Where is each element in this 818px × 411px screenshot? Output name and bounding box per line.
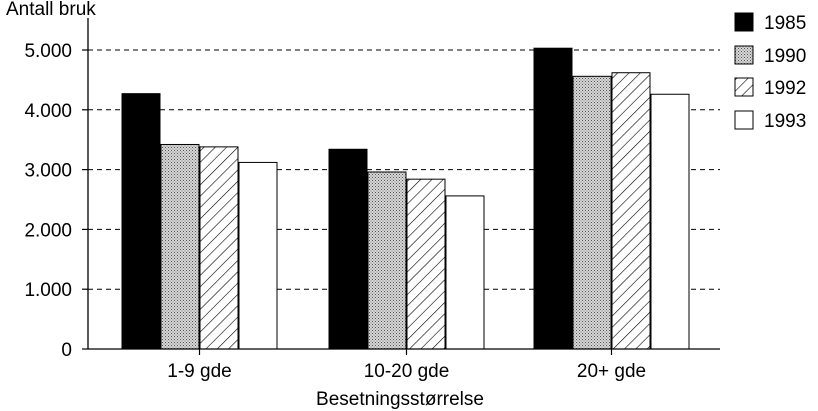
legend-swatch-1990 — [734, 45, 754, 65]
legend-label: 1992 — [764, 78, 806, 99]
y-axis-label: Antall bruk — [6, 0, 96, 20]
bar-1992-1-9-gde — [199, 146, 239, 350]
category-label: 10-20 gde — [364, 361, 450, 382]
bars — [121, 47, 690, 350]
y-tick-label: 4.000 — [24, 101, 72, 122]
bar-1990-20-gde — [572, 75, 612, 350]
y-tick-label: 3.000 — [24, 161, 72, 182]
bar-1985-10-20-gde — [328, 148, 368, 350]
legend-label: 1990 — [764, 46, 806, 67]
bar-1993-20-gde — [650, 93, 690, 350]
axes — [82, 18, 720, 355]
bar-1992-10-20-gde — [406, 178, 446, 350]
legend-swatch-1993 — [734, 110, 754, 130]
category-labels: 1-9 gde 10-20 gde 20+ gde — [167, 361, 646, 382]
legend-label: 1993 — [764, 111, 806, 132]
legend-swatch-1992 — [734, 77, 754, 97]
y-tick-label: 1.000 — [24, 280, 72, 301]
category-label: 20+ gde — [577, 361, 646, 382]
bar-1990-10-20-gde — [367, 171, 407, 350]
bar-1993-10-20-gde — [445, 195, 485, 350]
bar-1992-20-gde — [611, 72, 651, 350]
legend-label: 1985 — [764, 13, 806, 34]
bar-1993-1-9-gde — [238, 161, 278, 350]
y-tick-label: 0 — [61, 340, 72, 361]
x-axis-label: Besetningsstørrelse — [316, 389, 484, 410]
bar-1990-1-9-gde — [160, 143, 200, 350]
bar-1985-20-gde — [533, 47, 573, 350]
y-tick-label: 5.000 — [24, 41, 72, 62]
y-tick-labels: 0 1.000 2.000 3.000 4.000 5.000 — [24, 41, 72, 361]
bar-1985-1-9-gde — [121, 93, 161, 350]
legend-swatch-1985 — [734, 12, 754, 32]
category-label: 1-9 gde — [167, 361, 231, 382]
legend: 1985 1990 1992 1993 — [734, 12, 806, 132]
y-tick-label: 2.000 — [24, 220, 72, 241]
